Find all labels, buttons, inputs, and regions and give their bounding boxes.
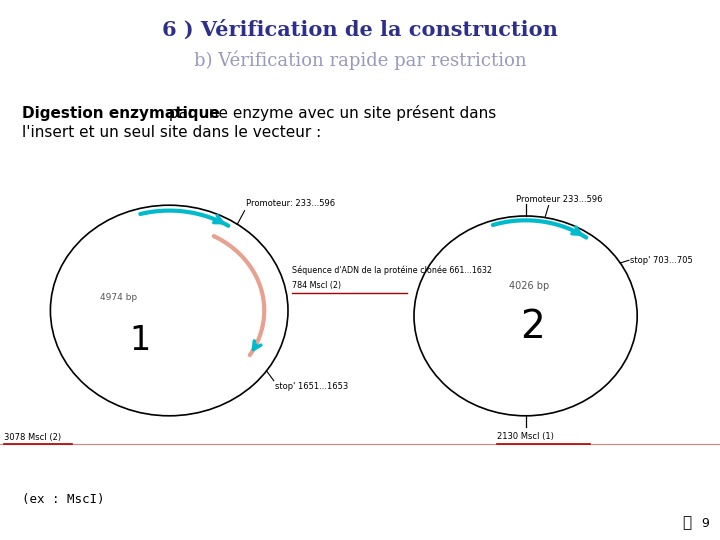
Text: b) Vérification rapide par restriction: b) Vérification rapide par restriction — [194, 51, 526, 70]
Text: Promoteur 233...596: Promoteur 233...596 — [516, 195, 603, 204]
Text: 🔊: 🔊 — [683, 515, 691, 530]
Text: par une enzyme avec un site présent dans: par une enzyme avec un site présent dans — [164, 105, 496, 122]
Text: l'insert et un seul site dans le vecteur :: l'insert et un seul site dans le vecteur… — [22, 125, 321, 140]
Text: 1: 1 — [130, 323, 151, 357]
Text: stop' 1651...1653: stop' 1651...1653 — [275, 382, 348, 390]
Text: 2130 MscI (1): 2130 MscI (1) — [497, 432, 554, 441]
Text: 6 ) Vérification de la construction: 6 ) Vérification de la construction — [162, 19, 558, 40]
Text: (ex : MscI): (ex : MscI) — [22, 493, 104, 506]
Text: Séquence d'ADN de la protéine clonée 661...1632: Séquence d'ADN de la protéine clonée 661… — [292, 265, 492, 275]
Text: stop' 703...705: stop' 703...705 — [630, 256, 693, 265]
Text: 784 MscI (2): 784 MscI (2) — [292, 281, 341, 289]
Text: 9: 9 — [702, 517, 709, 530]
Text: 3078 MscI (2): 3078 MscI (2) — [4, 433, 60, 442]
Text: Promoteur: 233...596: Promoteur: 233...596 — [246, 199, 335, 208]
Text: 4026 bp: 4026 bp — [509, 281, 549, 291]
Text: 2: 2 — [521, 308, 545, 346]
Text: 4974 bp: 4974 bp — [100, 293, 138, 301]
Text: Digestion enzymatique: Digestion enzymatique — [22, 106, 220, 121]
